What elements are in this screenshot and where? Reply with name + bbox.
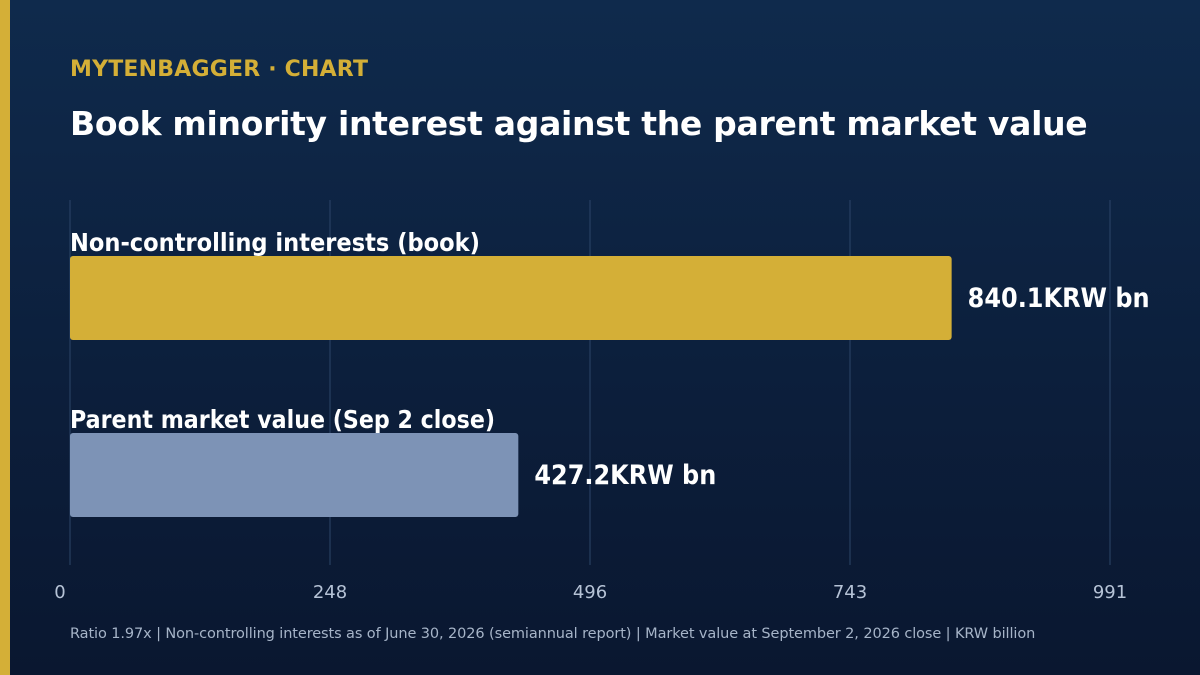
- x-tick-label: 248: [313, 582, 347, 603]
- bar: [70, 433, 519, 517]
- chart-title: Book minority interest against the paren…: [70, 104, 1088, 143]
- bar-value-label: 427.2KRW bn: [534, 460, 716, 491]
- bar-category-label: Non-controlling interests (book): [70, 228, 480, 257]
- bar-value-label: 840.1KRW bn: [968, 283, 1150, 314]
- x-tick-label: 496: [573, 582, 607, 603]
- x-tick-label: 991: [1093, 582, 1127, 603]
- bar-category-label: Parent market value (Sep 2 close): [70, 405, 495, 434]
- x-tick-label: 0: [54, 582, 65, 603]
- footer-note: Ratio 1.97x | Non-controlling interests …: [70, 626, 1036, 642]
- bar: [70, 256, 952, 340]
- accent-stripe: [0, 0, 10, 675]
- brand-label: MYTENBAGGER · CHART: [70, 57, 369, 82]
- x-tick-label: 743: [833, 582, 867, 603]
